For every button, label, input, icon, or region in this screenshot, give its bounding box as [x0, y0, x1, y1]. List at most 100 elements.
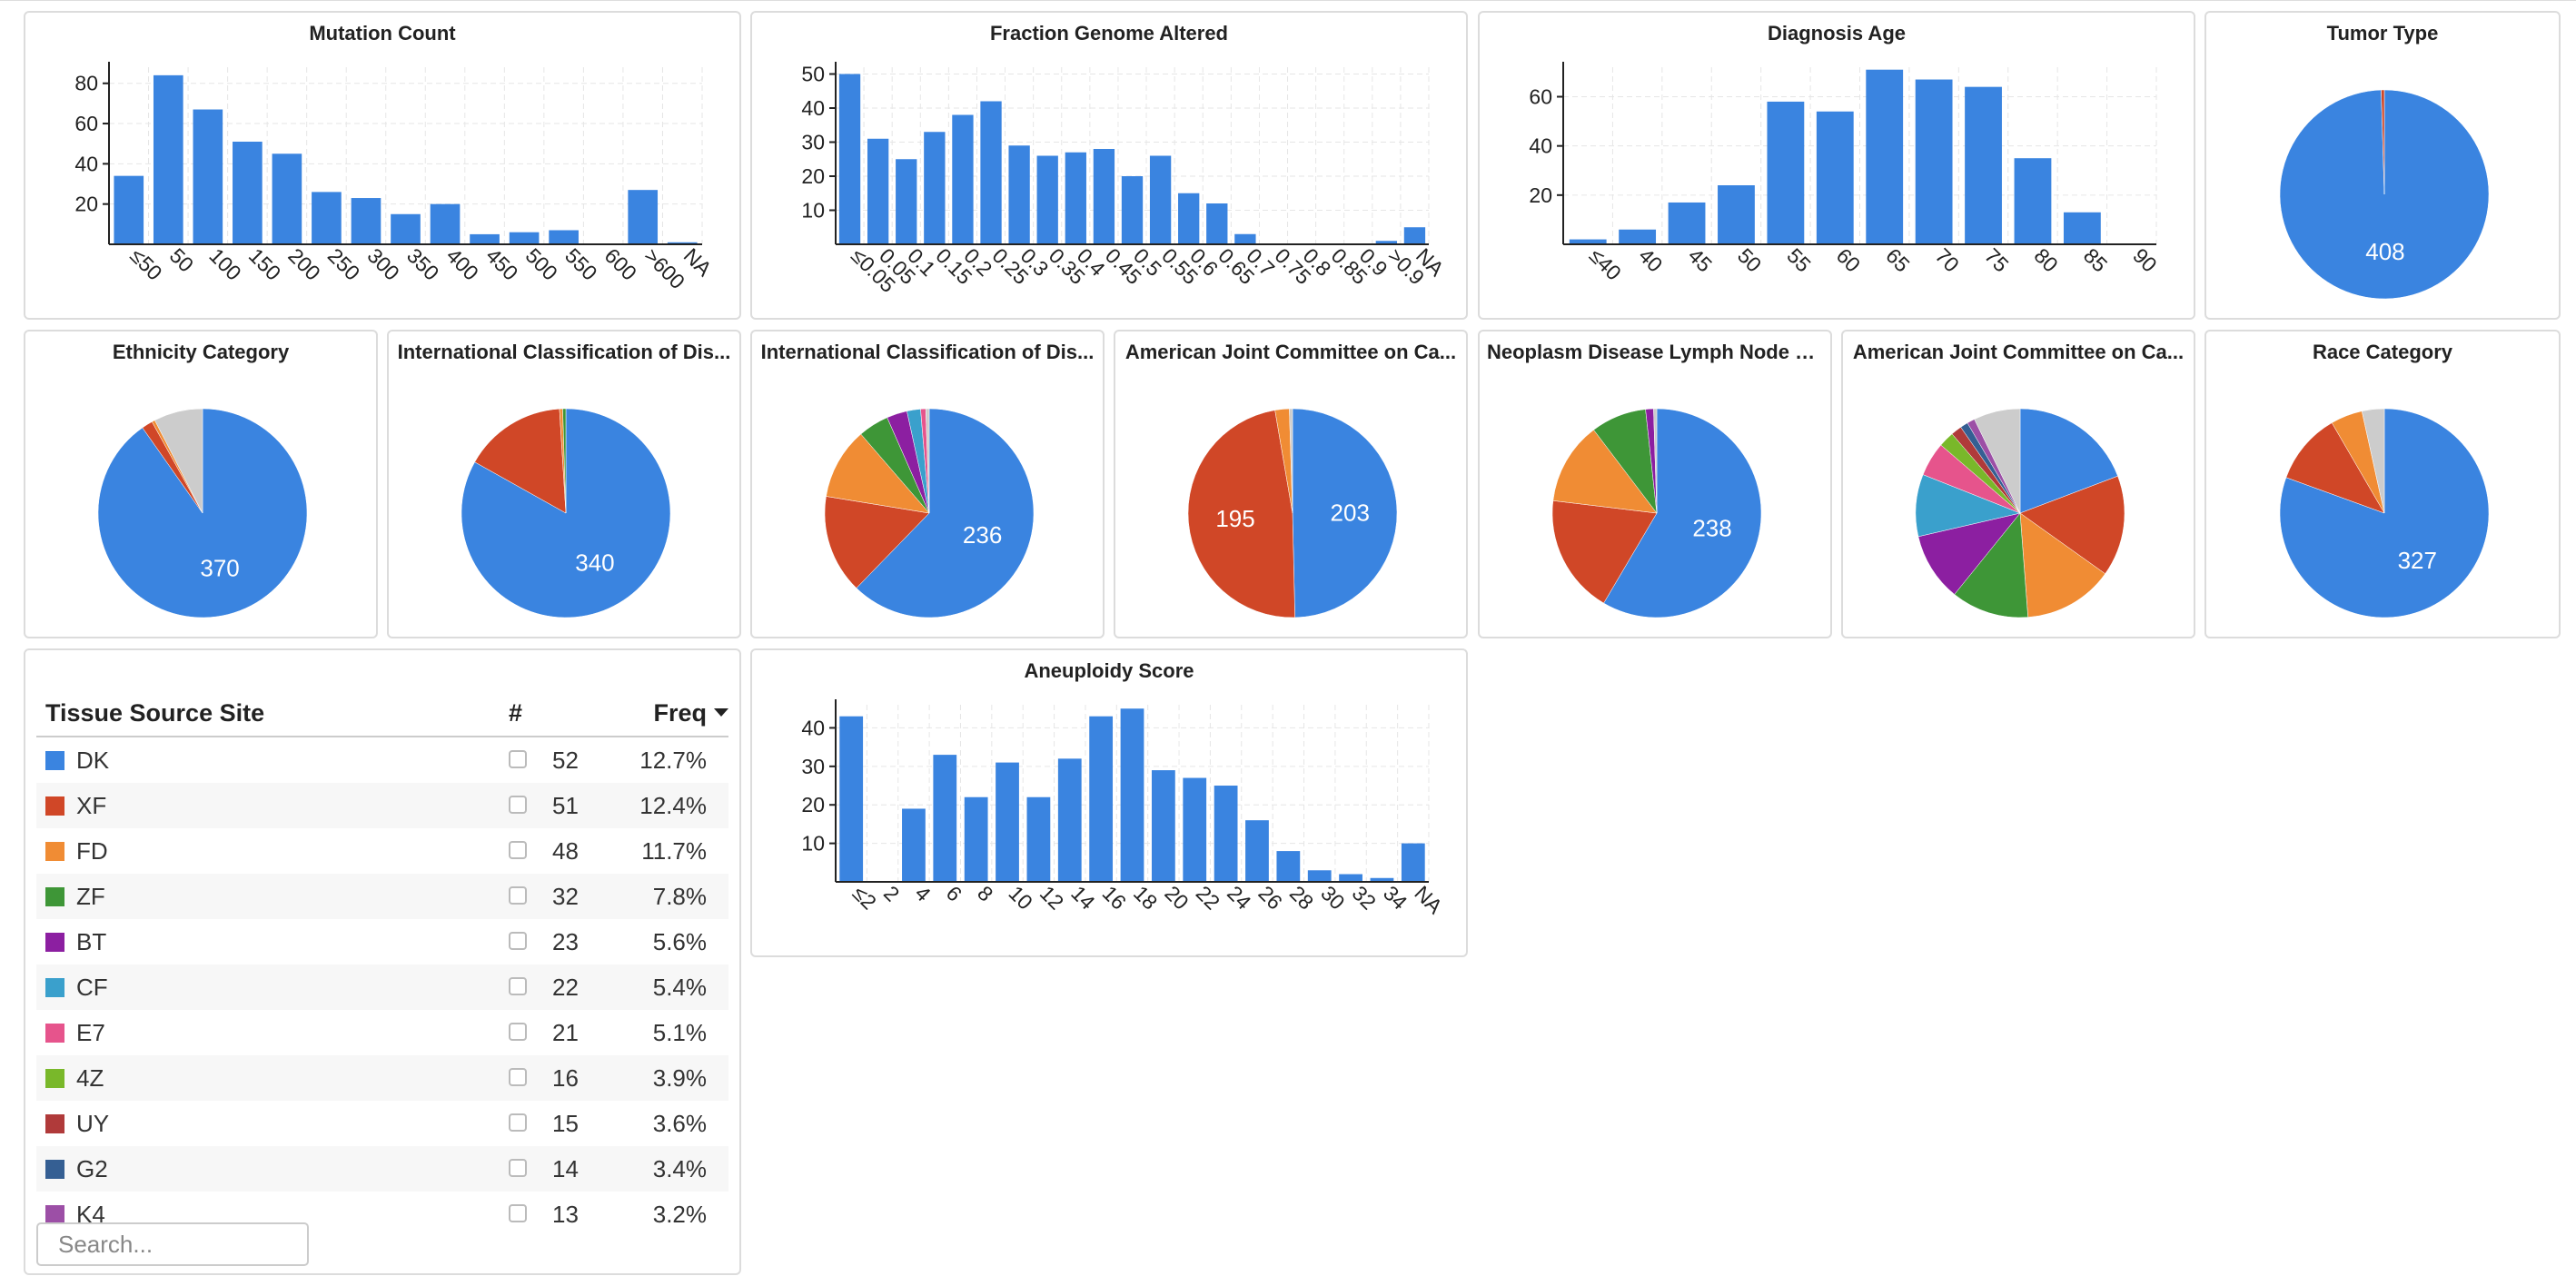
bar-7[interactable] [1915, 79, 1953, 245]
row-checkbox[interactable] [509, 1113, 527, 1132]
bar-16[interactable] [1339, 874, 1362, 882]
bar-6[interactable] [1026, 796, 1051, 882]
bar-14[interactable] [667, 242, 698, 244]
bar-3[interactable] [933, 755, 957, 882]
bar-4[interactable] [1767, 101, 1805, 245]
bar-13[interactable] [1245, 820, 1269, 882]
pie-slice-1[interactable] [2019, 475, 2125, 575]
table-row[interactable]: G2 14 3.4% [36, 1146, 728, 1192]
bar-4[interactable] [272, 153, 302, 244]
pie-slice-3[interactable] [2361, 408, 2385, 514]
bar-12[interactable] [1178, 193, 1200, 244]
bar-10[interactable] [509, 232, 540, 244]
race-category-chart-card[interactable]: Race Category 327 [2204, 330, 2561, 638]
bar-7[interactable] [1036, 155, 1058, 245]
pie-slice-1[interactable] [1551, 500, 1658, 604]
table-row[interactable]: ZF 32 7.8% [36, 874, 728, 919]
pie-slice-7[interactable] [925, 408, 930, 514]
pie-slice-0[interactable] [1292, 408, 1398, 618]
mutation-count-chart-card[interactable]: Mutation Count 20 40 60 80 ≤50 50 100 150 200 250… [24, 11, 741, 320]
bar-2[interactable] [193, 109, 223, 244]
bar-8[interactable] [1065, 152, 1086, 244]
lymph-node-chart-card[interactable]: Neoplasm Disease Lymph Node S... 238 [1478, 330, 1832, 638]
row-checkbox[interactable] [509, 977, 527, 995]
bar-18[interactable] [1401, 843, 1425, 882]
table-row[interactable]: BT 23 5.6% [36, 919, 728, 964]
pie-slice-1[interactable] [1187, 410, 1295, 618]
row-checkbox[interactable] [509, 1159, 527, 1177]
bar-5[interactable] [980, 101, 1002, 245]
bar-4[interactable] [964, 796, 988, 882]
bar-1[interactable] [867, 138, 889, 244]
row-checkbox[interactable] [509, 841, 527, 859]
pie-slice-1[interactable] [2381, 89, 2385, 195]
tissue-source-site-table-card[interactable]: Tissue Source Site # Freq DK 52 12.7% XF 51 1… [24, 648, 741, 1275]
bar-0[interactable] [839, 716, 864, 882]
column-header-freq[interactable]: Freq [653, 699, 728, 727]
bar-2[interactable] [902, 808, 926, 882]
row-checkbox[interactable] [509, 886, 527, 905]
pie-slice-3[interactable] [1289, 408, 1293, 514]
bar-10[interactable] [1121, 176, 1144, 244]
bar-9[interactable] [1093, 149, 1115, 244]
bar-19[interactable] [1375, 241, 1398, 244]
row-checkbox[interactable] [509, 750, 527, 768]
bar-8[interactable] [1089, 716, 1114, 882]
row-checkbox[interactable] [509, 1204, 527, 1222]
bar-1[interactable] [153, 74, 183, 244]
row-checkbox[interactable] [509, 796, 527, 814]
bar-11[interactable] [549, 230, 579, 244]
pie-slice-1[interactable] [474, 408, 567, 514]
pie-slice-2[interactable] [826, 433, 930, 514]
pie-slice-2[interactable] [1552, 429, 1658, 514]
bar-1[interactable] [1619, 229, 1657, 244]
table-row[interactable]: UY 15 3.6% [36, 1101, 728, 1146]
pie-slice-11[interactable] [1974, 408, 2021, 514]
ajcc-chart-card-1[interactable]: American Joint Committee on Ca... 203 195 [1114, 330, 1468, 638]
bar-6[interactable] [351, 198, 381, 244]
bar-9[interactable] [2014, 158, 2052, 244]
bar-11[interactable] [1149, 155, 1172, 245]
bar-17[interactable] [1370, 877, 1394, 882]
pie-slice-0[interactable] [1603, 408, 1762, 618]
pie-slice-0[interactable] [2019, 408, 2118, 514]
bar-12[interactable] [1214, 786, 1238, 882]
bar-6[interactable] [1008, 145, 1030, 244]
bar-10[interactable] [2063, 212, 2101, 244]
bar-0[interactable] [114, 175, 144, 244]
icd-chart-card-1[interactable]: International Classification of Dis... 3… [387, 330, 741, 638]
table-row[interactable]: FD 48 11.7% [36, 828, 728, 874]
bar-2[interactable] [896, 159, 917, 244]
pie-slice-3[interactable] [1954, 512, 2028, 618]
bar-13[interactable] [1206, 203, 1228, 244]
fraction-genome-altered-chart-card[interactable]: Fraction Genome Altered 10 20 30 40 50 ≤0.05 0… [750, 11, 1468, 320]
ethnicity-category-chart-card[interactable]: Ethnicity Category 370 [24, 330, 378, 638]
pie-slice-0[interactable] [856, 408, 1035, 618]
bar-20[interactable] [1403, 227, 1426, 244]
diagnosis-age-chart-card[interactable]: Diagnosis Age 20 40 60 ≤40 40 45 50 55 60 65 70 75 8… [1478, 11, 2195, 320]
bar-5[interactable] [1816, 111, 1854, 244]
bar-8[interactable] [430, 203, 461, 244]
row-checkbox[interactable] [509, 1068, 527, 1086]
bar-14[interactable] [1234, 233, 1256, 244]
bar-5[interactable] [996, 762, 1019, 882]
bar-8[interactable] [1965, 86, 2002, 245]
pie-slice-1[interactable] [2285, 422, 2385, 514]
bar-7[interactable] [1057, 758, 1082, 882]
pie-slice-3[interactable] [562, 408, 567, 514]
pie-slice-3[interactable] [154, 408, 203, 514]
bar-9[interactable] [470, 233, 500, 244]
bar-6[interactable] [1866, 69, 1904, 244]
icd-chart-card-2[interactable]: International Classification of Dis... 2… [750, 330, 1105, 638]
column-header-name[interactable]: Tissue Source Site [45, 699, 265, 727]
table-row[interactable]: E7 21 5.1% [36, 1010, 728, 1055]
row-checkbox[interactable] [509, 932, 527, 950]
row-checkbox[interactable] [509, 1023, 527, 1041]
bar-3[interactable] [924, 132, 946, 244]
table-row[interactable]: XF 51 12.4% [36, 783, 728, 828]
column-header-count[interactable]: # [509, 699, 523, 727]
bar-15[interactable] [1307, 870, 1332, 882]
pie-slice-1[interactable] [824, 496, 930, 589]
bar-2[interactable] [1668, 202, 1706, 244]
bar-3[interactable] [233, 141, 263, 244]
